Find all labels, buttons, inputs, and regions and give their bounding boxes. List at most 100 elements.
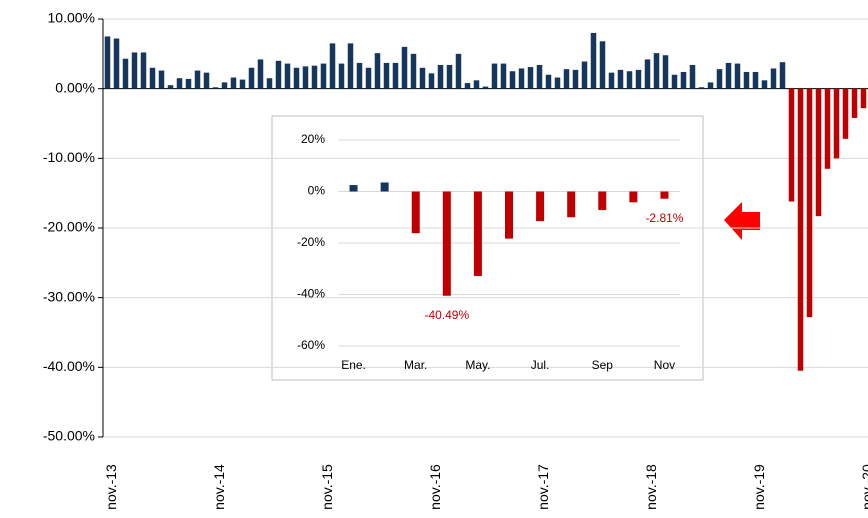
bar (860, 88, 867, 109)
x-tick-label: May. (465, 358, 490, 372)
y-tick-label: 0% (308, 184, 326, 198)
bar (505, 191, 513, 239)
bar (662, 55, 669, 89)
data-label: -40.49% (424, 308, 469, 322)
bar (401, 46, 408, 89)
bar (293, 67, 300, 89)
bar (383, 62, 390, 89)
bar (167, 85, 174, 89)
bar (716, 69, 723, 89)
bar (598, 191, 607, 211)
x-tick-label: Ene. (341, 358, 366, 372)
bar (347, 43, 354, 89)
bar (536, 64, 543, 89)
y-tick-label: -40.00% (43, 358, 95, 374)
x-tick-label: nov.-18 (643, 464, 659, 510)
bar (833, 88, 840, 159)
bar (770, 68, 777, 89)
bar (212, 87, 219, 89)
bar (185, 78, 192, 89)
bar (442, 191, 451, 296)
bar (257, 59, 264, 89)
bar (629, 191, 638, 203)
x-tick-label: Sep (592, 358, 614, 372)
arrow (724, 202, 760, 240)
y-tick-label: -20% (297, 235, 325, 249)
bar (113, 38, 120, 89)
bar (374, 53, 381, 89)
bar (284, 63, 291, 89)
x-tick-label: nov.-19 (751, 464, 767, 510)
bar (122, 58, 129, 89)
bar (518, 68, 525, 89)
bar (419, 67, 426, 89)
bar (248, 67, 255, 89)
bar (527, 67, 534, 89)
bar (104, 36, 111, 89)
bar (509, 71, 516, 89)
bar (473, 191, 482, 276)
bar (158, 70, 165, 89)
y-tick-label: -30.00% (43, 288, 95, 304)
y-tick-label: -60% (297, 338, 325, 352)
inset-frame (271, 115, 704, 381)
y-tick-label: -50.00% (43, 428, 95, 444)
bar (779, 62, 786, 89)
y-tick-label: 20% (301, 132, 325, 146)
bar (275, 60, 282, 89)
y-tick-label: 0.00% (55, 79, 95, 95)
bar (194, 70, 201, 89)
bar (536, 191, 545, 222)
bar (266, 78, 273, 89)
bar (500, 63, 507, 89)
bar (743, 71, 750, 89)
bar (140, 52, 147, 89)
bar (239, 79, 246, 89)
y-tick-label: -20.00% (43, 219, 95, 235)
data-label: -2.81% (645, 211, 683, 225)
bar (176, 78, 183, 89)
bar (563, 69, 570, 89)
bar (392, 62, 399, 89)
bar (608, 72, 615, 89)
bar (410, 53, 417, 89)
bar (851, 88, 858, 118)
x-tick-label: Jul. (531, 358, 550, 372)
y-tick-label: -40% (297, 287, 325, 301)
bar (752, 71, 759, 89)
bar (567, 191, 576, 218)
bar (320, 63, 327, 89)
bar (302, 66, 309, 89)
bar (725, 62, 732, 89)
bar (815, 88, 822, 217)
bar (698, 87, 705, 89)
bar (482, 86, 489, 89)
x-tick-label: Nov (654, 358, 675, 372)
bar (446, 64, 453, 89)
bar (349, 185, 358, 192)
bar (644, 59, 651, 89)
bar (842, 88, 849, 139)
bar (626, 71, 633, 89)
bar (590, 32, 597, 89)
bar (230, 77, 237, 89)
bar (455, 53, 462, 89)
bar (338, 63, 345, 89)
bar (380, 182, 389, 192)
bar (599, 41, 606, 89)
x-tick-label: Mar. (404, 358, 427, 372)
bar (329, 43, 336, 89)
bar (131, 52, 138, 89)
bar (680, 71, 687, 89)
bar (149, 67, 156, 89)
x-tick-label: nov.-17 (535, 464, 551, 510)
bar (635, 69, 642, 89)
x-tick-label: nov.-16 (427, 464, 443, 510)
y-tick-label: -10.00% (43, 149, 95, 165)
bar (707, 82, 714, 89)
bar (734, 63, 741, 89)
bar (761, 80, 768, 89)
bar (356, 62, 363, 89)
bar (554, 77, 561, 89)
